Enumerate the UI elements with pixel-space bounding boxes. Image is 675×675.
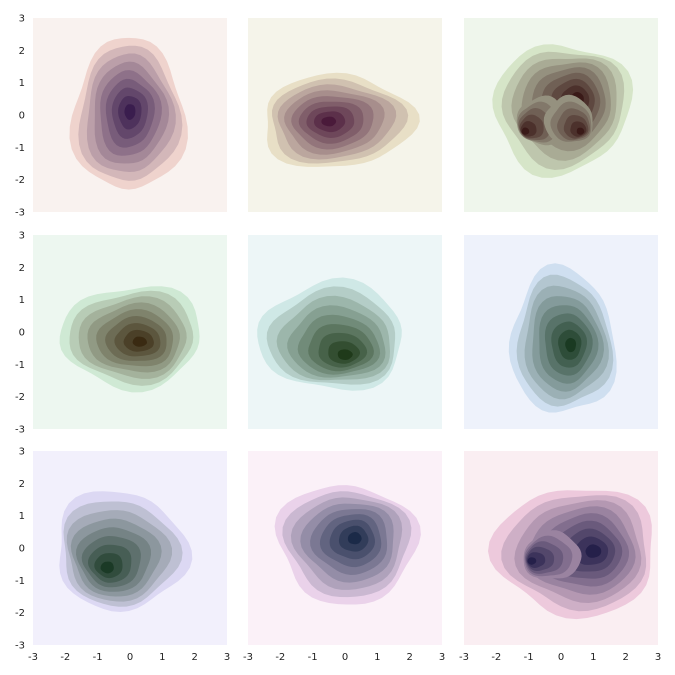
x-tick-label: -1 (308, 652, 318, 663)
kde-panel-4: -3 -2 -1 0 1 2 3 (15, 231, 227, 436)
contour-level-9 (565, 337, 577, 353)
y-tick-label: -2 (15, 175, 25, 186)
x-tick-label: -1 (524, 652, 534, 663)
contour-level-9 (100, 561, 114, 574)
x-tick-label: 0 (558, 652, 564, 663)
x-tick-label: -2 (491, 652, 501, 663)
x-tick-label: 0 (127, 652, 133, 663)
x-tick-label: 1 (159, 652, 165, 663)
y-tick-label: 0 (19, 328, 25, 339)
density-contours (274, 485, 421, 605)
x-tick-label: -3 (28, 652, 38, 663)
y-tick-label: -1 (15, 576, 25, 587)
kde-panel-1: -3 -2 -1 0 1 2 3 (15, 14, 227, 219)
y-tick-label: -1 (15, 143, 25, 154)
density-contours (508, 263, 617, 413)
x-tick-label: -3 (243, 652, 253, 663)
contour-level-9 (124, 104, 136, 120)
y-tick-label: 1 (19, 295, 25, 306)
contour-level-9 (585, 544, 602, 558)
contour-level-9 (347, 532, 362, 545)
contour-level-9 (132, 336, 147, 347)
y-tick-label: -3 (15, 641, 25, 652)
x-tick-label: 1 (374, 652, 380, 663)
y-tick-label: -1 (15, 360, 25, 371)
y-tick-label: -2 (15, 608, 25, 619)
kde-panel-2 (248, 18, 442, 212)
y-tick-label: -2 (15, 392, 25, 403)
kde-panel-6 (464, 235, 658, 429)
y-tick-label: 2 (19, 479, 25, 490)
kde-panel-3 (464, 18, 658, 212)
y-tick-label: 1 (19, 78, 25, 89)
density-contours (492, 44, 634, 178)
y-tick-label: 1 (19, 511, 25, 522)
contour-level-9 (527, 557, 537, 565)
x-tick-label: 1 (590, 652, 596, 663)
density-contours (69, 37, 188, 190)
contour-level-9 (576, 127, 585, 135)
x-tick-label: -2 (275, 652, 285, 663)
contour-level-9 (321, 116, 337, 127)
density-contours (257, 277, 402, 391)
contour-level-9 (521, 127, 530, 135)
x-tick-label: 3 (224, 652, 230, 663)
x-tick-label: 0 (342, 652, 348, 663)
density-contours (59, 491, 193, 612)
y-tick-label: 0 (19, 544, 25, 555)
y-tick-label: 3 (19, 14, 25, 25)
x-tick-label: -3 (459, 652, 469, 663)
density-contours (59, 286, 200, 393)
y-tick-label: 2 (19, 263, 25, 274)
y-tick-label: -3 (15, 208, 25, 219)
contour-level-9 (337, 349, 353, 360)
kde-panel-7: -3 -2 -1 0 1 2 3 -3 -2 -1 0 1 2 3 (15, 447, 230, 664)
y-tick-label: 0 (19, 111, 25, 122)
density-contours (488, 490, 652, 620)
x-tick-label: 3 (439, 652, 445, 663)
x-tick-label: -1 (93, 652, 103, 663)
kde-panel-5 (248, 235, 442, 429)
x-tick-label: 2 (406, 652, 412, 663)
x-tick-label: 3 (655, 652, 661, 663)
x-tick-label: 2 (191, 652, 197, 663)
x-tick-label: -2 (60, 652, 70, 663)
y-tick-label: 2 (19, 46, 25, 57)
y-tick-label: -3 (15, 425, 25, 436)
y-tick-label: 3 (19, 447, 25, 458)
kde-panel-8: -3 -2 -1 0 1 2 3 (243, 451, 445, 663)
kde-panel-9: -3 -2 -1 0 1 2 3 (459, 451, 661, 663)
density-contours (267, 72, 420, 167)
y-tick-label: 3 (19, 231, 25, 242)
x-tick-label: 2 (622, 652, 628, 663)
